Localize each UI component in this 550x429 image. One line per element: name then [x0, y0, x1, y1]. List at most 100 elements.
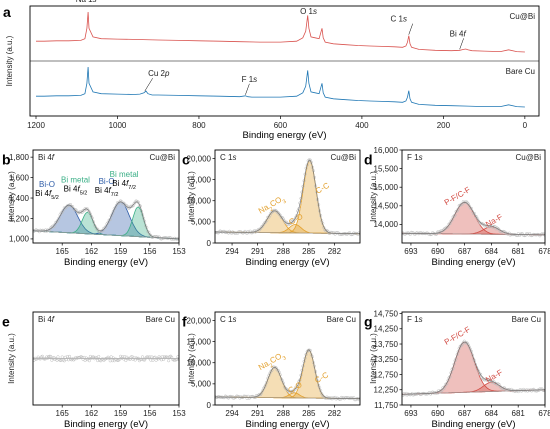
plot-area [33, 354, 179, 363]
x-tick-label: 1000 [109, 121, 127, 130]
data-point [82, 355, 86, 359]
y-axis-label: Intensity (a.u.) [369, 333, 378, 384]
envelope-line [215, 159, 360, 235]
x-tick-label: 162 [85, 247, 99, 256]
data-point [224, 395, 228, 399]
data-point [509, 233, 513, 237]
data-point [503, 387, 507, 391]
axes-frame [32, 311, 180, 406]
data-point [257, 392, 262, 396]
x-tick-label: 681 [512, 247, 526, 256]
y-axis-label: Intensity (a.u.) [5, 35, 14, 86]
survey-line-barecu [36, 66, 525, 108]
data-point [334, 231, 338, 235]
data-point [88, 212, 92, 216]
data-point [97, 354, 101, 359]
x-tick-label: 800 [192, 121, 206, 130]
data-point [60, 355, 64, 359]
data-point [465, 341, 469, 345]
x-tick-label: 165 [56, 247, 70, 256]
data-point [114, 203, 118, 207]
data-point [126, 357, 130, 361]
data-point [136, 200, 140, 204]
axes-frame [401, 149, 546, 244]
x-tick-label: 288 [277, 409, 291, 418]
data-point [57, 357, 61, 362]
data-point [472, 359, 477, 363]
data-point [429, 392, 433, 396]
data-point [524, 389, 528, 393]
data-point [250, 231, 254, 235]
data-point [90, 355, 94, 359]
data-point [456, 350, 460, 354]
data-point [542, 388, 545, 393]
data-point [130, 355, 134, 359]
data-point [110, 212, 114, 216]
data-point [259, 226, 263, 231]
data-point [452, 214, 456, 218]
data-point [170, 237, 174, 241]
data-point [265, 380, 269, 384]
data-point [138, 357, 142, 361]
x-tick-label: 678 [538, 247, 550, 256]
axes-frame [214, 149, 361, 244]
x-tick-label: 288 [277, 247, 291, 256]
data-point [56, 355, 60, 359]
plot-area [33, 199, 179, 241]
y-tick-label: 15,500 [374, 164, 399, 173]
data-point [238, 230, 242, 234]
data-point [103, 226, 107, 230]
data-point [66, 358, 71, 362]
sample-label-cubi: Cu@Bi [510, 12, 536, 21]
x-tick-label: 693 [404, 247, 418, 256]
data-point [233, 231, 237, 235]
data-point [72, 358, 76, 362]
data-point [123, 202, 127, 206]
x-tick-label: 159 [114, 247, 128, 256]
y-tick-label: 14,750 [374, 309, 399, 318]
data-point [461, 341, 465, 345]
x-tick-label: 678 [538, 409, 550, 418]
x-tick-label: 200 [437, 121, 451, 130]
data-point [514, 233, 518, 237]
data-point [148, 355, 152, 359]
data-point [236, 394, 240, 398]
peak-label-sub: Bi 4f7/2 [95, 186, 119, 198]
y-tick-label: 10,000 [187, 359, 212, 368]
data-point [160, 355, 164, 359]
data-point [148, 233, 152, 237]
y-tick-label: 14,000 [374, 220, 399, 229]
x-tick-label: 600 [274, 121, 288, 130]
y-axis-label: Intensity (a.u.) [369, 171, 378, 222]
data-point [161, 357, 165, 362]
data-point [95, 356, 99, 360]
x-tick-label: 291 [251, 247, 265, 256]
y-tick-label: 5,000 [191, 218, 212, 227]
survey-line-cubi [36, 11, 525, 53]
data-point [455, 352, 459, 357]
axes-frame [32, 149, 180, 244]
data-point [150, 355, 154, 359]
data-point [172, 358, 176, 362]
data-point [469, 206, 474, 211]
x-tick-label: 294 [225, 247, 239, 256]
data-point [172, 237, 176, 241]
x-tick-label: 684 [485, 247, 499, 256]
x-tick-label: 681 [512, 409, 526, 418]
survey-annotation: C 1s [391, 15, 407, 24]
panel-letter-d: d [364, 151, 373, 167]
y-tick-label: 0 [207, 239, 212, 248]
x-tick-label: 690 [431, 247, 445, 256]
y-tick-label: 20,000 [187, 316, 212, 325]
panel-title: C 1s [220, 153, 236, 162]
data-point [337, 232, 341, 236]
fit-peak-p-f-c-f [402, 201, 545, 236]
data-point [59, 358, 63, 362]
axes-frame [214, 311, 361, 406]
panel-letter-f: f [182, 313, 187, 329]
survey-annotation: Cu 2p [148, 69, 170, 78]
data-point [124, 358, 128, 363]
sample-label: Cu@Bi [150, 153, 176, 162]
axes-frame [401, 311, 546, 406]
